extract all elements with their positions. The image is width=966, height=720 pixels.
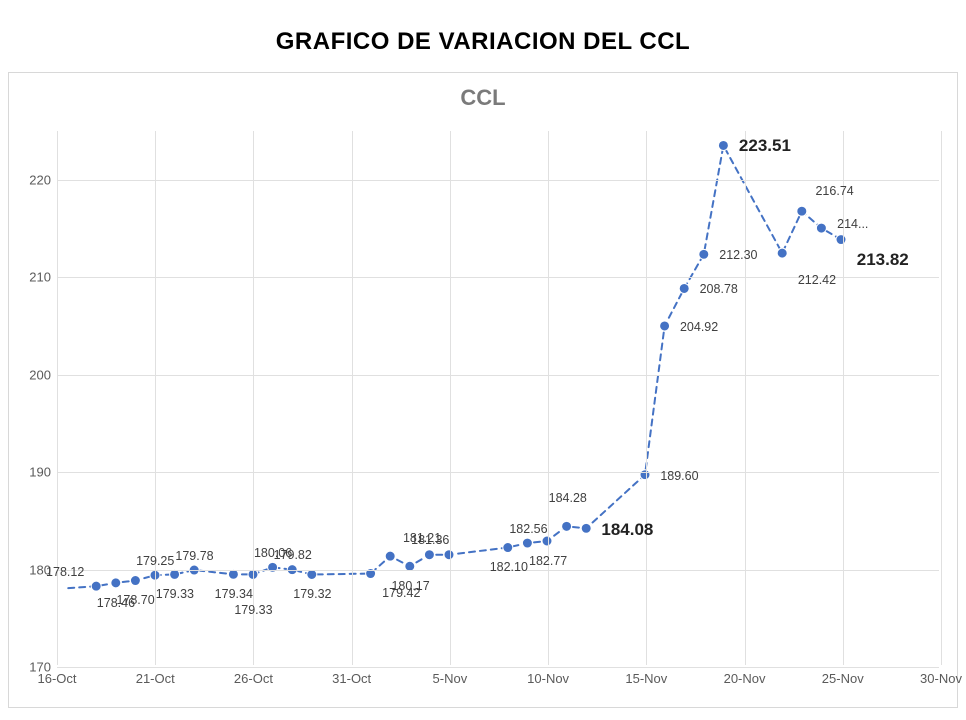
grid-v: [253, 131, 254, 665]
series-marker: [170, 569, 180, 579]
series-marker: [424, 550, 434, 560]
grid-v: [155, 131, 156, 665]
grid-v: [745, 131, 746, 665]
line-layer: [57, 131, 939, 665]
grid-h: [57, 180, 939, 181]
x-tick-label: 21-Oct: [136, 671, 175, 686]
series-marker: [385, 551, 395, 561]
series-marker: [91, 581, 101, 591]
grid-v: [941, 131, 942, 665]
page-wrapper: GRAFICO DE VARIACION DEL CCL CCL 1701801…: [0, 0, 966, 720]
grid-h: [57, 472, 939, 473]
series-marker: [111, 578, 121, 588]
x-tick-label: 31-Oct: [332, 671, 371, 686]
y-tick-label: 190: [29, 465, 51, 480]
chart-title: CCL: [9, 85, 957, 111]
x-tick-label: 20-Nov: [724, 671, 766, 686]
y-tick-label: 220: [29, 172, 51, 187]
plot-area: 17018019020021022016-Oct21-Oct26-Oct31-O…: [57, 131, 939, 665]
x-tick-label: 5-Nov: [433, 671, 468, 686]
y-tick-label: 180: [29, 562, 51, 577]
x-tick-label: 16-Oct: [37, 671, 76, 686]
series-marker: [522, 538, 532, 548]
grid-v: [548, 131, 549, 665]
page-title: GRAFICO DE VARIACION DEL CCL: [0, 0, 966, 66]
grid-v: [646, 131, 647, 665]
y-tick-label: 210: [29, 270, 51, 285]
series-marker: [660, 321, 670, 331]
x-tick-label: 10-Nov: [527, 671, 569, 686]
series-marker: [836, 235, 846, 245]
series-marker: [699, 249, 709, 259]
grid-v: [57, 131, 58, 665]
series-marker: [797, 206, 807, 216]
series-marker: [307, 570, 317, 580]
series-marker: [503, 543, 513, 553]
grid-v: [450, 131, 451, 665]
grid-v: [843, 131, 844, 665]
x-tick-label: 30-Nov: [920, 671, 962, 686]
series-marker: [777, 248, 787, 258]
grid-h: [57, 277, 939, 278]
series-marker: [679, 284, 689, 294]
grid-h: [57, 375, 939, 376]
series-marker: [816, 223, 826, 233]
series-line: [68, 145, 841, 588]
x-tick-label: 26-Oct: [234, 671, 273, 686]
y-tick-label: 200: [29, 367, 51, 382]
grid-h: [57, 570, 939, 571]
series-marker: [718, 140, 728, 150]
x-tick-label: 15-Nov: [625, 671, 667, 686]
series-marker: [581, 523, 591, 533]
x-tick-label: 25-Nov: [822, 671, 864, 686]
series-marker: [562, 521, 572, 531]
series-marker: [542, 536, 552, 546]
series-marker: [228, 569, 238, 579]
series-marker: [268, 562, 278, 572]
chart-container: CCL 17018019020021022016-Oct21-Oct26-Oct…: [8, 72, 958, 708]
series-marker: [130, 576, 140, 586]
grid-h: [57, 667, 939, 668]
grid-v: [352, 131, 353, 665]
